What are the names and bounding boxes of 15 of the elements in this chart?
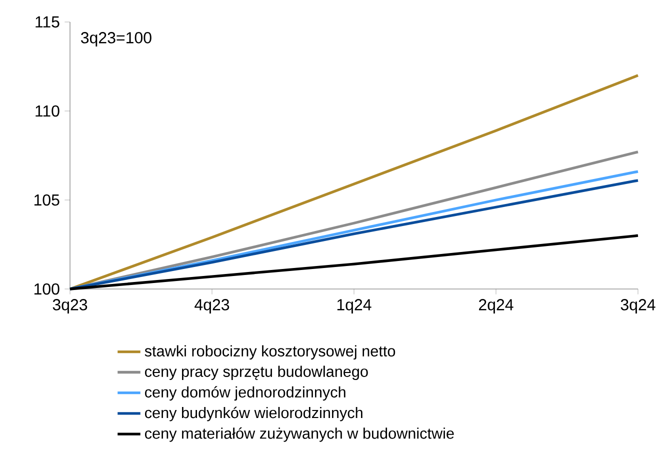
y-tick-label: 100 <box>34 283 60 295</box>
x-tick-label: 2q24 <box>478 299 514 314</box>
legend-label: ceny domów jednorodzinnych <box>145 386 346 401</box>
y-tick-label: 105 <box>34 194 60 206</box>
x-tick-label: 3q23 <box>52 299 88 314</box>
x-tick-label: 3q24 <box>620 299 656 314</box>
x-tick-label: 4q23 <box>194 299 230 314</box>
annotation: 3q23=100 <box>81 32 152 47</box>
legend-label: stawki robocizny kosztorysowej netto <box>144 345 396 360</box>
x-tick-label: 1q24 <box>337 299 372 314</box>
legend-label: ceny budynków wielorodzinnych <box>145 406 362 422</box>
legend-label: ceny materiałów zużywanych w budownictwie <box>145 427 454 442</box>
legend-label: ceny pracy sprzętu budowlanego <box>145 366 368 380</box>
y-tick-label: 115 <box>36 16 60 28</box>
y-tick-label: 110 <box>36 105 60 117</box>
